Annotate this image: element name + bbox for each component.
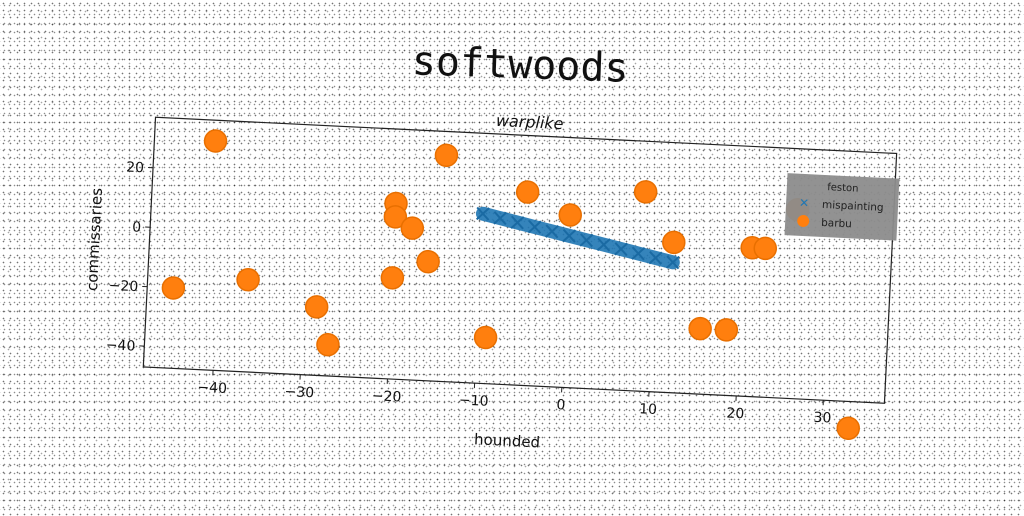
y-tick-label: −20	[108, 278, 138, 295]
x-axis: −40 −30 −20 −10 0 10 20 30	[197, 370, 832, 427]
x-tick-label: −10	[459, 392, 489, 409]
data-point-barbu	[474, 326, 497, 349]
y-axis: 20 0 −20 −40	[105, 159, 153, 355]
data-point-barbu	[237, 268, 260, 291]
data-point-barbu	[634, 180, 657, 203]
data-point-barbu	[662, 231, 685, 254]
data-point-barbu	[559, 203, 582, 226]
legend-label-barbu: barbu	[821, 217, 852, 230]
data-point-barbu	[689, 317, 712, 340]
x-tick-label: −20	[371, 388, 401, 405]
data-point-barbu	[754, 237, 777, 260]
y-tick-label: 0	[132, 219, 142, 235]
plot-area	[143, 117, 896, 403]
data-point-barbu	[381, 266, 404, 289]
data-point-barbu	[417, 250, 440, 273]
y-tick-label: −40	[105, 337, 135, 354]
data-point-barbu	[715, 318, 738, 341]
data-point-barbu	[435, 144, 458, 167]
legend: feston ✕ mispainting barbu	[785, 173, 900, 240]
x-tick-label: 30	[813, 410, 832, 427]
data-point-barbu	[204, 130, 227, 153]
x-tick-label: 10	[639, 401, 658, 418]
data-point-barbu	[316, 333, 339, 356]
data-point-barbu	[401, 217, 424, 240]
data-point-barbu	[837, 417, 860, 440]
data-point-barbu	[162, 276, 185, 299]
x-tick-label: 20	[726, 405, 745, 422]
legend-title: feston	[827, 182, 859, 195]
chart-subtitle: warplike	[495, 111, 564, 133]
x-tick-label: −40	[197, 380, 227, 397]
y-axis-label: commissaries	[83, 187, 106, 291]
data-point-barbu	[516, 181, 539, 204]
x-tick-label: 0	[556, 397, 566, 413]
x-axis-label: hounded	[474, 430, 541, 451]
series-barbu	[157, 128, 873, 440]
y-tick-label: 20	[126, 159, 145, 176]
x-tick-label: −30	[284, 384, 314, 401]
data-point-barbu	[305, 295, 328, 318]
legend-marker-mispainting: ✕	[799, 196, 810, 210]
